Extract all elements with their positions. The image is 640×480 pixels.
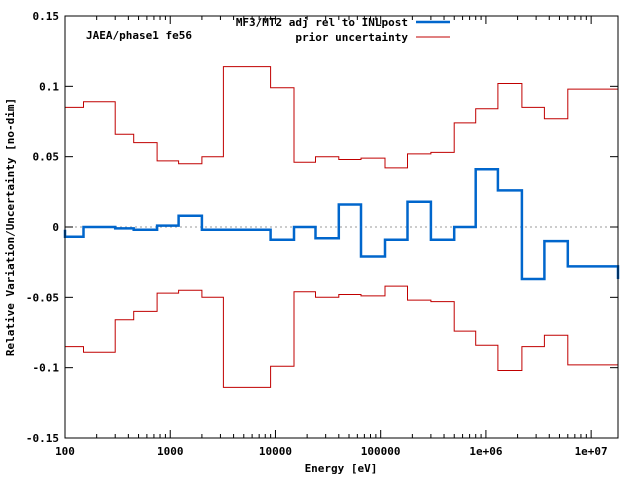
x-tick-label: 1e+06 xyxy=(469,445,502,458)
y-tick-label: -0.15 xyxy=(26,432,59,445)
chart-annotation: JAEA/phase1 fe56 xyxy=(86,29,192,42)
y-axis-title: Relative Variation/Uncertainty [no-dim] xyxy=(4,98,17,356)
y-tick-label: 0 xyxy=(52,221,59,234)
series-line-prior-uncertainty xyxy=(64,44,619,169)
y-tick-label: -0.05 xyxy=(26,291,59,304)
y-tick-label: -0.1 xyxy=(33,362,60,375)
x-tick-label: 1000 xyxy=(157,445,184,458)
series-line-prior-uncertainty-lower xyxy=(64,285,619,410)
legend-entry-prior-uncertainty: prior uncertainty xyxy=(295,31,408,44)
series-line-adjustment xyxy=(63,168,620,281)
x-tick-label: 10000 xyxy=(259,445,292,458)
legend-entry-adjustment: MF3/MT2 adj rel to INLpost xyxy=(236,16,408,29)
legend: MF3/MT2 adj rel to INLpost prior uncerta… xyxy=(236,16,450,44)
x-tick-label: 100000 xyxy=(361,445,401,458)
x-tick-label: 1e+07 xyxy=(575,445,608,458)
y-tick-label: 0.1 xyxy=(39,80,59,93)
y-tick-label: 0.15 xyxy=(33,10,60,23)
x-tick-label: 100 xyxy=(55,445,75,458)
x-axis-title: Energy [eV] xyxy=(305,462,378,475)
y-tick-label: 0.05 xyxy=(33,151,60,164)
